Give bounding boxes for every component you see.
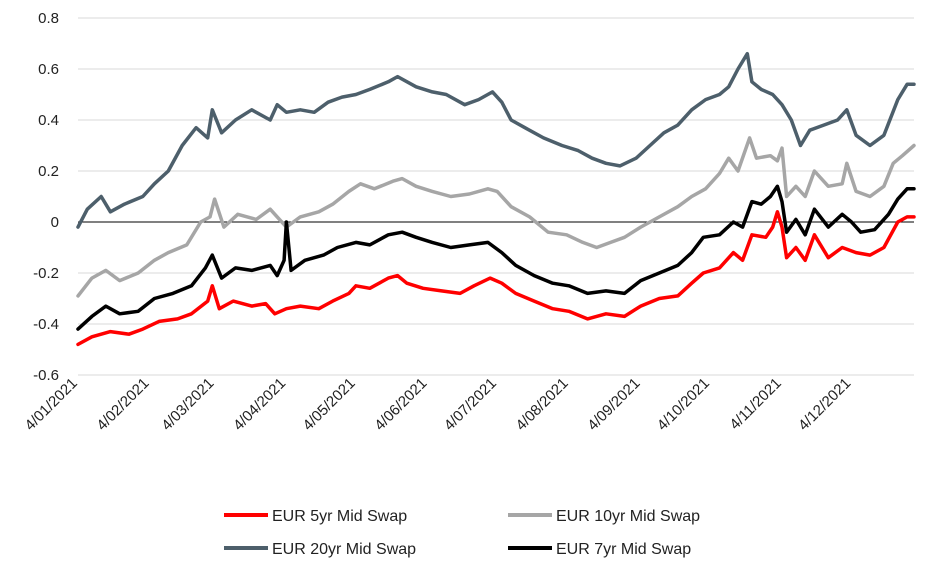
x-tick-label: 4/06/2021	[371, 375, 430, 434]
x-tick-label: 4/11/2021	[726, 375, 784, 433]
y-tick-label: -0.6	[33, 367, 59, 384]
y-tick-label: 0.8	[38, 10, 59, 27]
legend-label: EUR 7yr Mid Swap	[556, 541, 691, 558]
y-axis-tick-labels: -0.6 -0.4 -0.2 0 0.2 0.4 0.6 0.8	[33, 10, 59, 384]
y-tick-label: 0	[51, 214, 59, 231]
legend-item: EUR 10yr Mid Swap	[508, 508, 700, 525]
y-tick-label: -0.4	[33, 316, 59, 333]
legend-label: EUR 20yr Mid Swap	[272, 541, 416, 558]
y-tick-label: 0.6	[38, 61, 59, 78]
x-axis-tick-labels: 4/01/2021 4/02/2021 4/03/2021 4/04/2021 4/05…	[22, 375, 855, 434]
legend-item: EUR 20yr Mid Swap	[224, 541, 416, 558]
legend: EUR 5yr Mid Swap EUR 10yr Mid Swap EUR 20y…	[224, 508, 700, 558]
series-lines	[76, 51, 916, 347]
x-tick-label: 4/12/2021	[795, 375, 854, 434]
legend-label: EUR 10yr Mid Swap	[556, 508, 700, 525]
x-tick-label: 4/07/2021	[441, 375, 500, 434]
x-tick-label: 4/03/2021	[158, 375, 217, 434]
x-tick-label: 4/08/2021	[513, 375, 572, 434]
x-tick-label: 4/02/2021	[93, 375, 152, 434]
series-line-3	[76, 51, 916, 229]
x-tick-label: 4/09/2021	[584, 375, 643, 434]
legend-item: EUR 5yr Mid Swap	[224, 508, 407, 525]
legend-label: EUR 5yr Mid Swap	[272, 508, 407, 525]
y-tick-label: -0.2	[33, 265, 59, 282]
x-tick-label: 4/05/2021	[300, 375, 359, 434]
x-tick-label: 4/10/2021	[654, 375, 713, 434]
y-tick-label: 0.4	[38, 112, 59, 129]
series-line-1	[76, 210, 916, 347]
series-line-4	[76, 184, 916, 331]
legend-item: EUR 7yr Mid Swap	[508, 541, 691, 558]
series-line-2	[76, 136, 916, 298]
y-tick-label: 0.2	[38, 163, 59, 180]
x-tick-label: 4/04/2021	[230, 375, 289, 434]
